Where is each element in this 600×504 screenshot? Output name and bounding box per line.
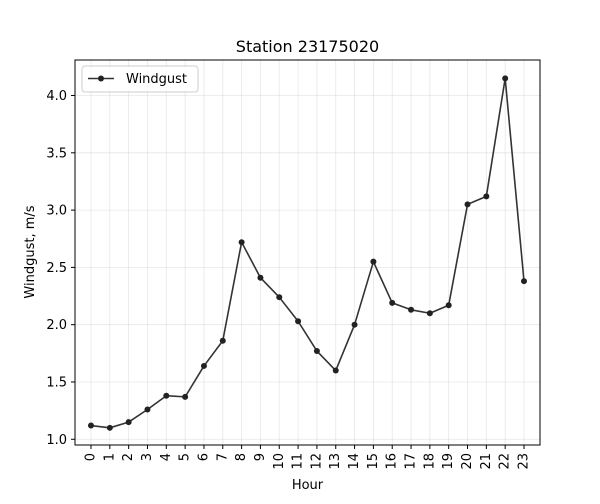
data-point [520, 278, 527, 285]
x-tick-label: 14 [347, 453, 362, 470]
legend: Windgust [81, 65, 199, 93]
x-tick-label: 23 [516, 453, 531, 470]
data-point [144, 406, 151, 413]
x-tick-label: 8 [234, 453, 249, 461]
x-tick-label: 21 [479, 453, 494, 470]
data-point [257, 274, 264, 281]
legend-marker-swatch [98, 75, 104, 82]
x-tick-label: 19 [441, 453, 456, 470]
data-point [200, 362, 207, 369]
x-tick-label: 11 [291, 453, 306, 470]
data-point [125, 419, 132, 426]
plot-frame [74, 59, 541, 446]
x-tick-label: 22 [498, 453, 513, 470]
data-point [295, 318, 302, 325]
x-tick-label: 3 [140, 453, 155, 461]
x-tick-label: 9 [253, 453, 268, 461]
x-tick-label: 18 [422, 453, 437, 470]
data-point [238, 239, 245, 246]
y-tick-label: 2.5 [46, 261, 67, 276]
data-point [426, 310, 433, 317]
x-tick-label: 20 [460, 453, 475, 470]
y-tick-label: 2.0 [46, 318, 67, 333]
chart-title: Station 23175020 [236, 37, 379, 56]
x-tick-label: 15 [366, 453, 381, 470]
y-axis-label: Windgust, m/s [23, 205, 38, 298]
x-tick-label: 7 [215, 453, 230, 461]
data-point [163, 392, 170, 399]
data-point [106, 424, 113, 431]
data-point [370, 258, 377, 265]
data-point [445, 302, 452, 309]
data-point [88, 422, 95, 429]
y-tick-label: 3.0 [46, 204, 67, 219]
x-tick-label: 4 [159, 453, 174, 461]
data-point [483, 193, 490, 200]
y-tick-label: 4.0 [46, 89, 67, 104]
data-point [182, 393, 189, 400]
x-tick-label: 16 [385, 453, 400, 470]
x-tick-label: 13 [328, 453, 343, 470]
data-point [351, 321, 358, 328]
axes: 0 1 2 3 4 5 6 7 8 9 10 11 12 13 14 15 16 17 18 19 20 21 22 231.… [46, 59, 541, 470]
data-point [219, 337, 226, 344]
x-tick-label: 1 [102, 453, 117, 461]
x-tick-label: 5 [178, 453, 193, 461]
x-tick-label: 0 [84, 453, 99, 461]
x-tick-label: 10 [272, 453, 287, 470]
legend-label: Windgust [126, 72, 187, 87]
data-point [502, 75, 509, 82]
x-tick-label: 12 [309, 453, 324, 470]
data-point [276, 294, 283, 301]
grid-lines [75, 60, 540, 445]
legend-frame [81, 65, 199, 93]
y-tick-label: 3.5 [46, 146, 67, 161]
data-point [389, 299, 396, 306]
data-point [313, 348, 320, 355]
series-line-windgust [90, 77, 525, 429]
x-tick-label: 6 [196, 453, 211, 461]
y-tick-label: 1.0 [46, 433, 67, 448]
x-axis-label: Hour [292, 478, 324, 493]
x-tick-label: 17 [404, 453, 419, 470]
data-point [332, 367, 339, 374]
data-point [408, 306, 415, 313]
x-tick-label: 2 [121, 453, 136, 461]
series-layer [88, 75, 527, 431]
data-point [464, 201, 471, 208]
y-tick-label: 1.5 [46, 375, 67, 390]
